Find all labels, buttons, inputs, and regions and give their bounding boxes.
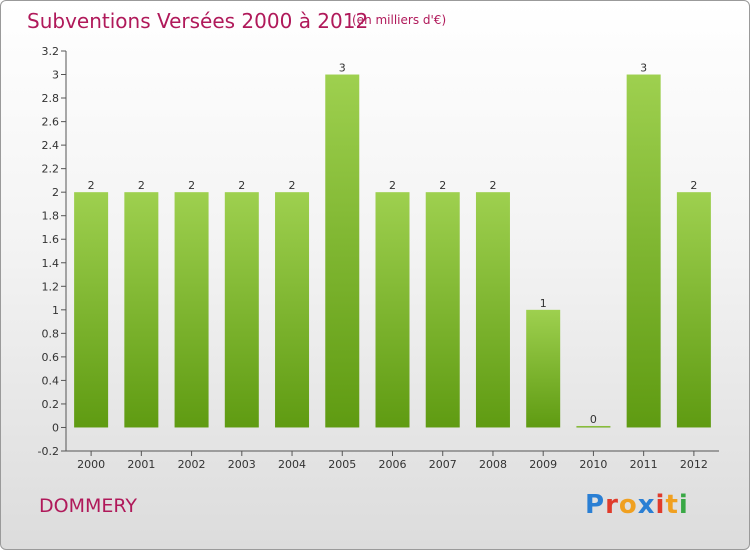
chart-subtitle: (en milliers d'€) (352, 13, 447, 27)
bar (425, 192, 460, 428)
bar (576, 425, 611, 428)
x-tick-label: 2012 (680, 458, 708, 471)
y-tick-label: 2 (52, 186, 59, 199)
bar-value-label: 2 (289, 179, 296, 192)
y-tick-label: 3 (52, 69, 59, 82)
bars-group: 2 2 2 2 2 3 2 2 2 1 0 3 2 (74, 62, 711, 428)
bar (375, 192, 410, 428)
bar-value-label: 2 (88, 179, 95, 192)
bar-value-label: 2 (238, 179, 245, 192)
x-tick-label: 2002 (178, 458, 206, 471)
logo-letter: x (637, 490, 656, 520)
bar-value-label: 3 (640, 62, 647, 75)
bar-value-label: 1 (540, 297, 547, 310)
x-tick-label: 2010 (579, 458, 607, 471)
commune-name: DOMMERY (39, 495, 137, 517)
x-tick-label: 2007 (429, 458, 457, 471)
x-tick-label: 2004 (278, 458, 306, 471)
logo-letter: o (618, 490, 638, 520)
logo-letter: r (605, 490, 619, 520)
bar (626, 74, 661, 428)
x-tick-label: 2005 (328, 458, 356, 471)
y-tick-label: 3.2 (42, 45, 60, 58)
proxiti-logo[interactable]: Proxiti (585, 490, 689, 520)
y-tick-label: 1.6 (42, 233, 60, 246)
y-tick-label: 0.8 (42, 327, 60, 340)
bar-value-label: 0 (590, 413, 597, 426)
bar-value-label: 2 (690, 179, 697, 192)
bar (174, 192, 209, 428)
y-tick-label: 0.4 (42, 374, 60, 387)
y-axis-ticks: -0.2 0 0.2 0.4 0.6 0.8 1 1.2 1.4 1.6 1.8 2 2.2 2.4 2.6… (38, 45, 66, 458)
bar-value-label: 2 (188, 179, 195, 192)
x-tick-label: 2001 (127, 458, 155, 471)
y-tick-label: 1.4 (42, 257, 60, 270)
bar-value-label: 2 (389, 179, 396, 192)
y-tick-label: 2.8 (42, 92, 60, 105)
logo-letter: P (585, 490, 606, 520)
y-tick-label: 0.6 (42, 351, 60, 364)
bar (475, 192, 510, 428)
x-tick-label: 2011 (630, 458, 658, 471)
bar-value-label: 2 (439, 179, 446, 192)
bar (676, 192, 711, 428)
bar (526, 309, 561, 428)
y-tick-label: 2.2 (42, 163, 60, 176)
bar-value-label: 2 (138, 179, 145, 192)
y-tick-label: 1.8 (42, 210, 60, 223)
logo-letter: i (678, 490, 689, 520)
bar (275, 192, 310, 428)
bar (74, 192, 109, 428)
bar (325, 74, 360, 428)
logo-letter: i (655, 490, 666, 520)
x-tick-label: 2003 (228, 458, 256, 471)
bar-value-label: 3 (339, 62, 346, 75)
logo-letter: t (665, 490, 679, 520)
y-tick-label: 1 (52, 304, 59, 317)
bar-value-label: 2 (489, 179, 496, 192)
x-tick-label: 2009 (529, 458, 557, 471)
y-tick-label: 2.4 (42, 139, 60, 152)
y-tick-label: -0.2 (38, 445, 59, 458)
x-axis-ticks: 2000 2001 2002 2003 2004 2005 2006 2007 2008 2009… (77, 451, 708, 471)
y-tick-label: 0 (52, 421, 59, 434)
chart-title: Subventions Versées 2000 à 2012 (27, 9, 369, 33)
x-tick-label: 2000 (77, 458, 105, 471)
x-tick-label: 2008 (479, 458, 507, 471)
y-tick-label: 1.2 (42, 280, 60, 293)
bar (224, 192, 259, 428)
y-tick-label: 0.2 (42, 398, 60, 411)
bar (124, 192, 159, 428)
x-tick-label: 2006 (379, 458, 407, 471)
y-tick-label: 2.6 (42, 116, 60, 129)
